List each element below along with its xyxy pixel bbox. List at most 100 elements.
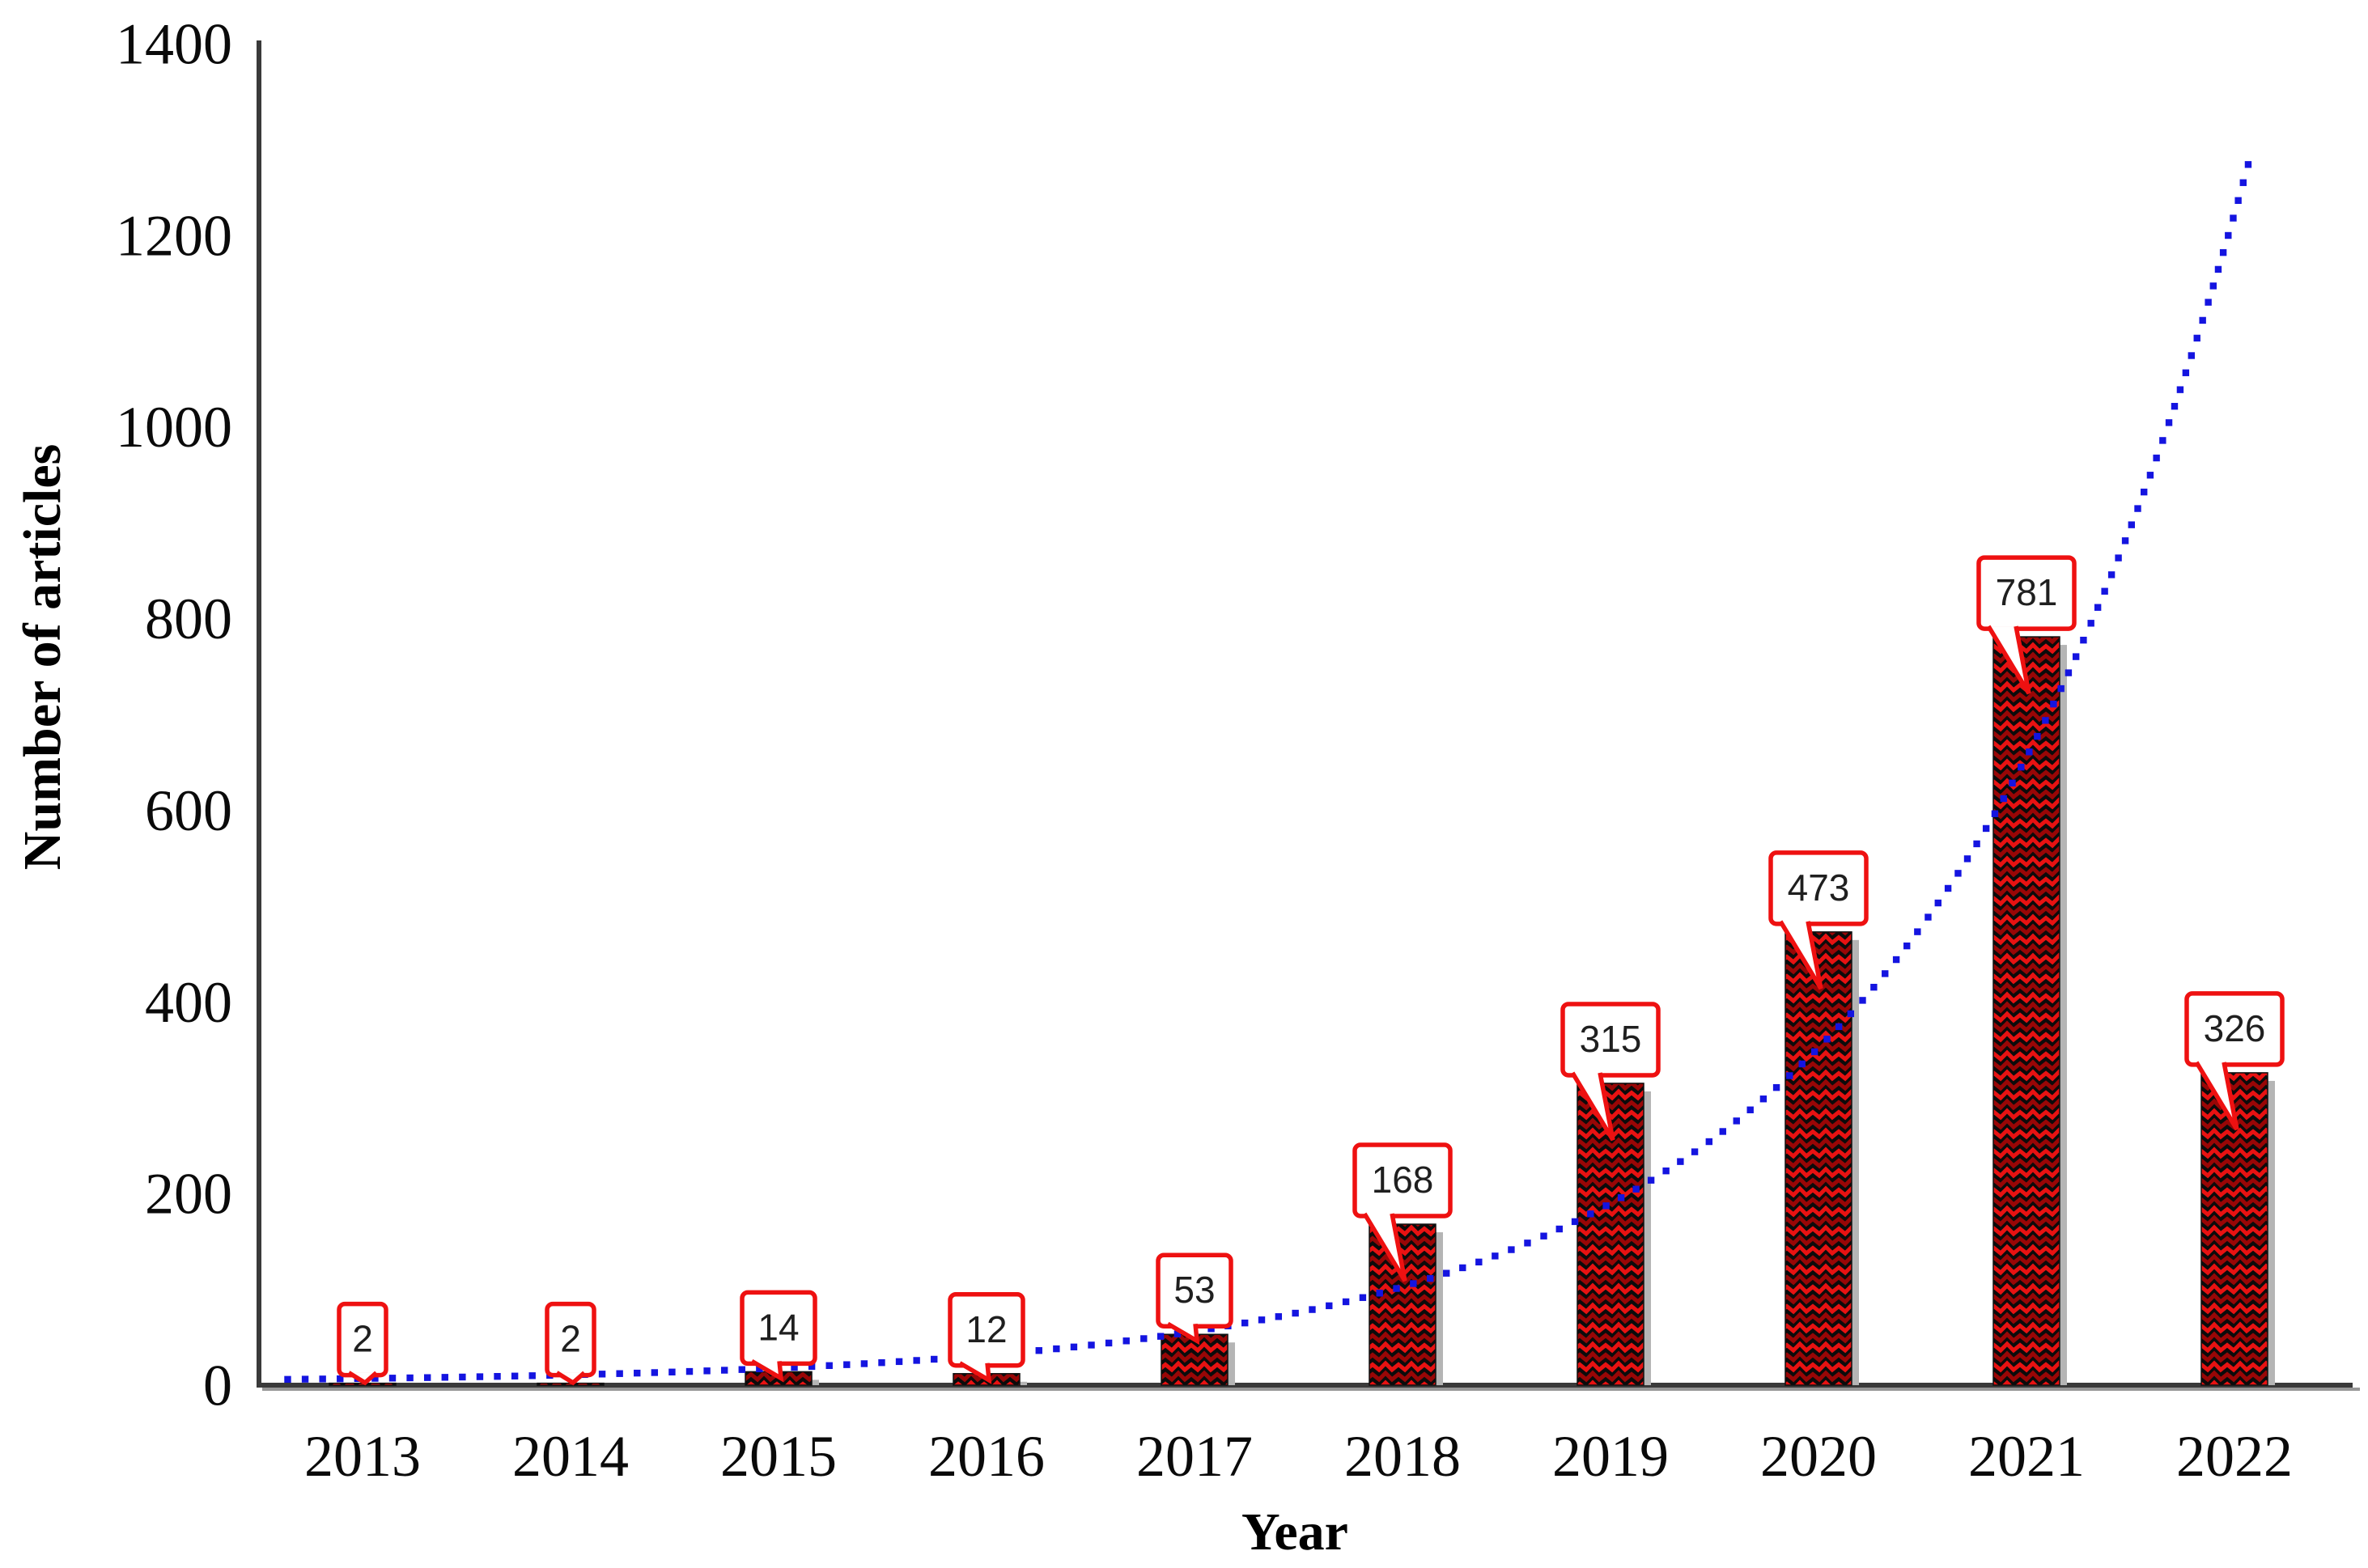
trendline-dot <box>2121 537 2129 545</box>
trendline-dot <box>2153 454 2160 462</box>
trendline-dot <box>2057 684 2065 693</box>
trendline-dot <box>2080 636 2087 644</box>
trendline-dot <box>1892 956 1900 964</box>
callout-value-2017: 53 <box>1173 1269 1215 1311</box>
trendline-dot <box>2146 472 2154 479</box>
trendline-dot <box>1759 1095 1768 1103</box>
trendline-dot <box>2072 653 2080 660</box>
trendline-dot <box>1555 1225 1563 1233</box>
x-tick-label-2021: 2021 <box>1968 1424 2085 1489</box>
callout-value-2018: 168 <box>1372 1159 1434 1201</box>
trendline-dot <box>634 1369 641 1377</box>
trendline-dot <box>1934 899 1942 907</box>
trendline-dot <box>1798 1060 1806 1068</box>
trendline-dot <box>2128 521 2135 528</box>
trendline-dot <box>1859 997 1866 1004</box>
trendline-dot <box>1786 1072 1793 1079</box>
trendline-dot <box>895 1358 903 1366</box>
trendline-dot <box>2230 214 2237 222</box>
trendline-dot <box>1823 1036 1831 1043</box>
trendline-dot <box>1053 1345 1060 1353</box>
trendline-dot <box>337 1375 344 1383</box>
trendline-dot <box>878 1359 885 1367</box>
trendline-dot <box>1925 913 1932 921</box>
trendline-dot <box>1973 840 1980 848</box>
trendline-dot <box>1944 884 1952 892</box>
trendline-dot <box>2018 763 2025 771</box>
trendline-dot <box>2199 316 2206 324</box>
x-axis-title: Year <box>1241 1502 1348 1562</box>
trendline-dot <box>1122 1337 1130 1345</box>
callout-value-2013: 2 <box>352 1318 373 1360</box>
x-tick-label-2013: 2013 <box>304 1424 421 1489</box>
trendline-dot <box>2165 419 2173 426</box>
trendline-dot <box>808 1362 816 1371</box>
trendline-dot <box>651 1369 659 1376</box>
trendline-dot <box>441 1374 448 1381</box>
callout-pointer-2016 <box>958 1361 992 1384</box>
trendline-dot <box>459 1373 466 1381</box>
trendline-dot <box>791 1363 798 1371</box>
y-axis-line <box>257 40 261 1388</box>
trendline-dot <box>319 1375 326 1383</box>
trendline-dot <box>476 1373 484 1380</box>
callout-box-2018 <box>1352 1142 1453 1218</box>
trendline-dot <box>1772 1083 1780 1091</box>
callout-pointer-2021 <box>1986 625 2031 695</box>
trendline-dot <box>1914 928 1921 935</box>
callout-pointer-2020 <box>1778 920 1823 990</box>
trendline-dot <box>2193 334 2200 342</box>
trendline-dot <box>756 1365 763 1373</box>
trendline-dot <box>1326 1302 1333 1310</box>
trendline-dot <box>1292 1309 1299 1317</box>
trendline-dot <box>301 1375 309 1383</box>
trendline-dot <box>388 1375 397 1382</box>
trendline-dot <box>1705 1138 1713 1146</box>
trendline-dot <box>2094 604 2102 611</box>
trendline-dot <box>1870 983 1878 991</box>
trendline-dot <box>2159 437 2166 444</box>
trendline-dot <box>371 1375 379 1382</box>
trendline-dot <box>2134 505 2141 512</box>
x-tick-label-2014: 2014 <box>512 1424 629 1489</box>
trendline-dot <box>2087 620 2094 627</box>
bar-shadow-2020 <box>1852 939 1859 1385</box>
callout-box-2019 <box>1560 1002 1661 1078</box>
y-tick-label-200: 200 <box>145 1162 232 1227</box>
trendline-dot <box>1587 1210 1594 1218</box>
x-tick-label-2022: 2022 <box>2176 1424 2293 1489</box>
trendline-dot <box>2042 717 2049 724</box>
callout-box-2020 <box>1768 850 1869 926</box>
trendline-dot <box>1691 1148 1699 1155</box>
trendline-dot <box>1746 1106 1754 1113</box>
x-axis-shadow <box>262 1388 2360 1391</box>
trendline-dot <box>2141 488 2148 496</box>
trendline-dot <box>1963 855 1971 862</box>
bar-shadow-2019 <box>1644 1091 1651 1385</box>
trendline-dot <box>738 1366 745 1373</box>
trendline-dot <box>2225 231 2232 239</box>
trendline-dot <box>1426 1274 1434 1282</box>
trendline-dot <box>1982 824 1990 833</box>
trendline-dot <box>1524 1240 1531 1247</box>
trendline-dot <box>1677 1158 1684 1165</box>
trendline-dot <box>843 1361 851 1368</box>
bar-2018 <box>1369 1223 1437 1386</box>
trendline-dot <box>2050 700 2057 708</box>
x-tick-label-2019: 2019 <box>1552 1424 1669 1489</box>
trendline-dot <box>2009 779 2016 787</box>
x-tick-label-2020: 2020 <box>1760 1424 1877 1489</box>
trendline-dot <box>2034 732 2041 740</box>
trendline-dot <box>1376 1290 1383 1297</box>
trendline-dot <box>2219 248 2227 256</box>
trendline-dot <box>1903 942 1911 950</box>
trendline-dot <box>1647 1176 1655 1184</box>
trendline-dot <box>1954 870 1962 877</box>
trendline-dot <box>1991 810 1999 817</box>
callout-value-2016: 12 <box>965 1308 1007 1350</box>
trendline-dot <box>685 1367 694 1375</box>
trendline-dot <box>2115 554 2122 562</box>
trendline-dot <box>931 1355 938 1363</box>
y-tick-label-1000: 1000 <box>116 395 232 460</box>
